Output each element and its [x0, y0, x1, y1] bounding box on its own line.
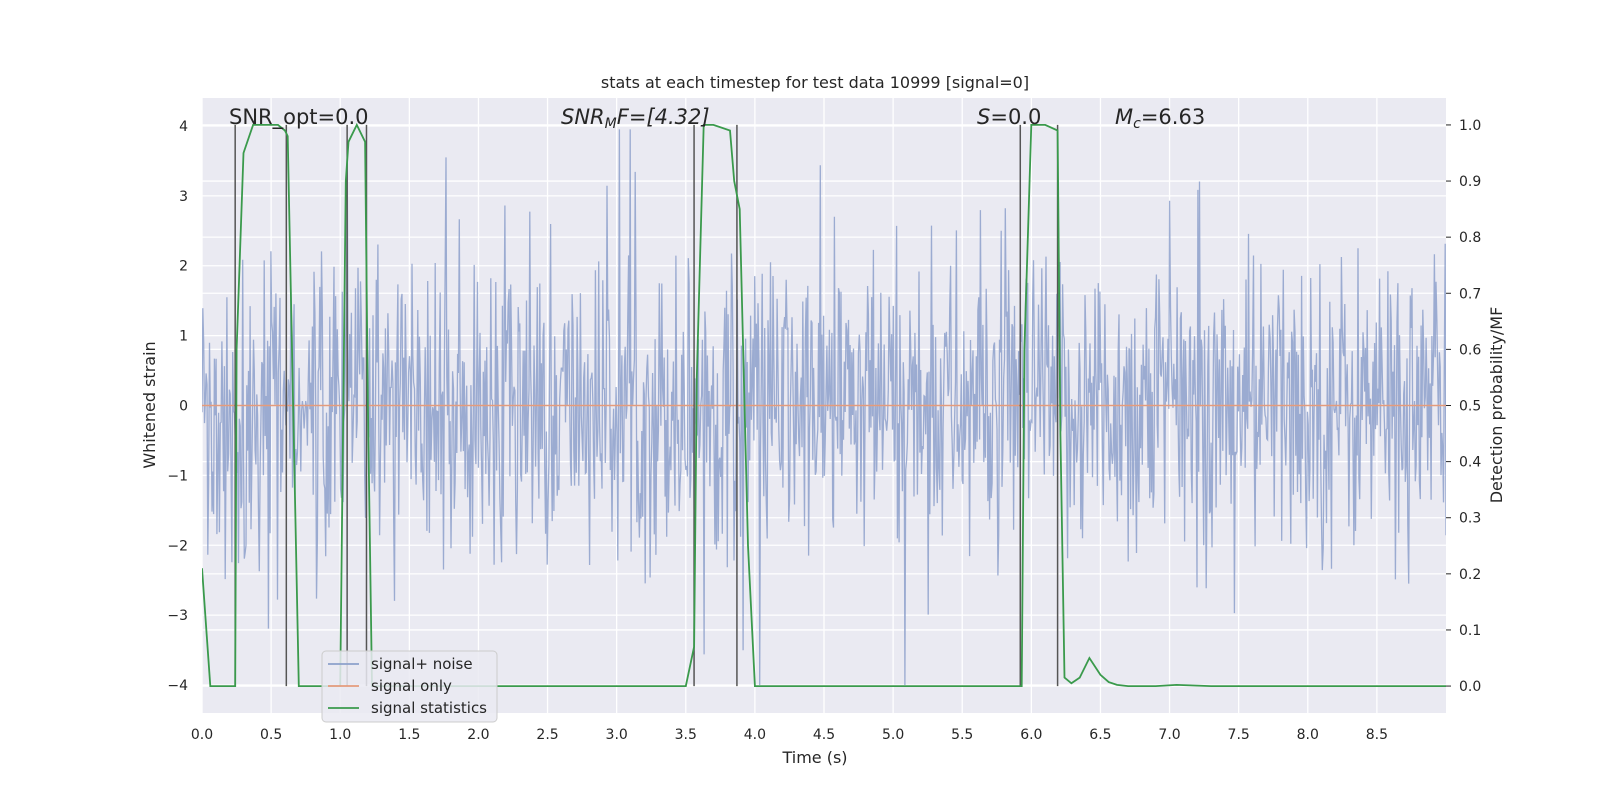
y-tick-label: −4 — [167, 678, 188, 694]
y-tick-label: 2 — [179, 259, 188, 275]
y2-tick-label: 0.1 — [1459, 623, 1481, 639]
annotation-mc-suffix: =6.63 — [1141, 105, 1205, 129]
x-tick-label: 7.5 — [1228, 727, 1250, 743]
annotation-mc-prefix: M — [1115, 105, 1133, 129]
chart-title: stats at each timestep for test data 109… — [601, 73, 1029, 92]
x-tick-label: 0.0 — [191, 727, 213, 743]
x-tick-label: 8.5 — [1366, 727, 1388, 743]
x-tick-label: 6.5 — [1089, 727, 1111, 743]
y-tick-label: −1 — [167, 468, 188, 484]
x-tick-label: 8.0 — [1297, 727, 1319, 743]
y-axis-label: Whitened strain — [140, 341, 159, 468]
legend-label-signal-only: signal only — [371, 677, 452, 695]
annotation-s-italic: S — [977, 105, 990, 129]
annotation-snr-mf-prefix: SNR — [561, 105, 605, 129]
x-axis-label: Time (s) — [781, 748, 847, 767]
x-tick-label: 1.0 — [329, 727, 351, 743]
x-tick-label: 4.5 — [813, 727, 835, 743]
x-tick-label: 2.0 — [467, 727, 489, 743]
y2-tick-label: 0.4 — [1459, 455, 1481, 471]
x-tick-label: 0.5 — [260, 727, 282, 743]
noise-series-line — [202, 129, 1446, 686]
annotation-snr-opt: SNR_opt=0.0 — [229, 105, 369, 130]
x-tick-label: 3.0 — [606, 727, 628, 743]
axis-ticks: 0.0 0.5 1.0 1.5 2.0 2.5 3.0 3.5 4.0 4.5 5.0 5.5 6.0 6… — [167, 118, 1481, 743]
x-tick-label: 5.0 — [882, 727, 904, 743]
statistics-series-line — [202, 122, 1446, 687]
y2-axis-label: Detection probability/MF — [1487, 307, 1506, 504]
x-tick-label: 6.0 — [1020, 727, 1042, 743]
y2-tick-label: 0.5 — [1459, 399, 1481, 415]
annotation-snr-mf-sub: M — [605, 116, 617, 132]
legend-box — [321, 650, 498, 723]
y-tick-label: 0 — [179, 399, 188, 415]
y2-tick-label: 1.0 — [1459, 118, 1481, 134]
annotation-mc-sub: c — [1133, 116, 1141, 132]
y2-tick-label: 0.3 — [1459, 511, 1481, 527]
y-tick-label: 4 — [179, 119, 188, 135]
statistics-series-group — [202, 122, 1446, 687]
y2-tick-label: 0.9 — [1459, 174, 1481, 190]
y2-tick-label: 0.2 — [1459, 567, 1481, 583]
x-tick-label: 7.0 — [1158, 727, 1180, 743]
annotation-snr-mf-suffix: F=[4.32] — [617, 105, 710, 129]
annotation-snr-mf: SNRMF=[4.32] — [561, 105, 710, 132]
annotation-s-suffix: =0.0 — [990, 105, 1041, 129]
x-tick-label: 3.5 — [675, 727, 697, 743]
x-tick-label: 5.5 — [951, 727, 973, 743]
y2-tick-label: 0.7 — [1459, 286, 1481, 302]
y2-tick-label: 0.8 — [1459, 230, 1481, 246]
x-tick-label: 1.5 — [398, 727, 420, 743]
y-tick-label: −3 — [167, 608, 188, 624]
legend: signal+ noise signal only signal statist… — [321, 650, 498, 723]
x-tick-label: 4.0 — [744, 727, 766, 743]
legend-label-noise: signal+ noise — [371, 655, 473, 673]
y-tick-label: −2 — [167, 538, 188, 554]
x-tick-label: 2.5 — [536, 727, 558, 743]
y-tick-label: 3 — [179, 189, 188, 205]
y-tick-label: 1 — [179, 329, 188, 345]
legend-label-statistics: signal statistics — [371, 699, 487, 717]
noise-series-group — [202, 129, 1446, 686]
annotation-mc: Mc=6.63 — [1115, 105, 1205, 132]
annotation-s: S=0.0 — [977, 105, 1041, 129]
y2-tick-label: 0.6 — [1459, 342, 1481, 358]
y2-tick-label: 0.0 — [1459, 679, 1481, 695]
